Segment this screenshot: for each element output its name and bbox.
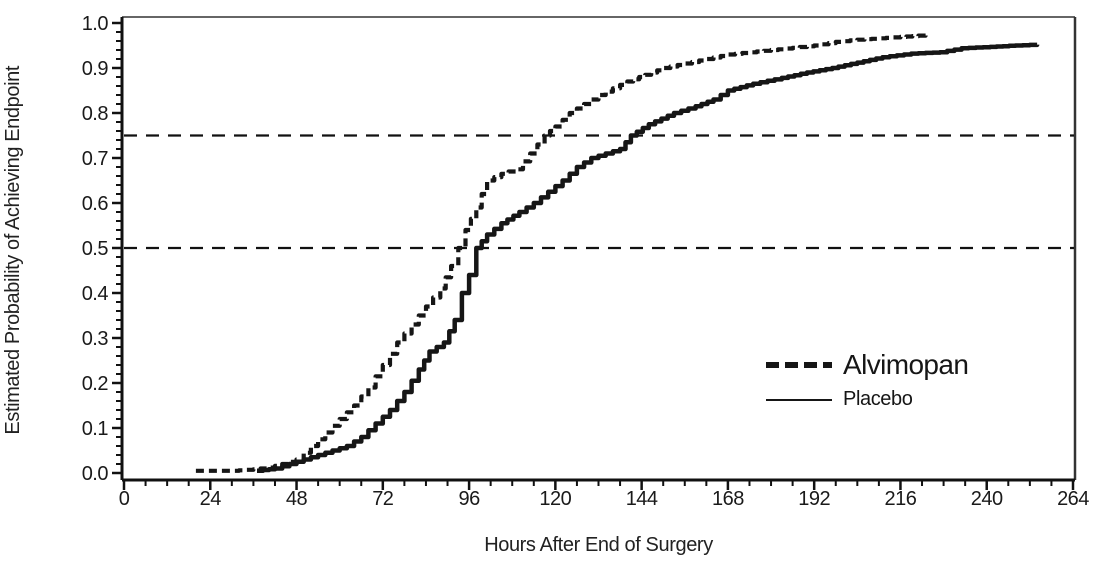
y-tick-label: 0.3 [82, 328, 109, 350]
y-tick-label: 0.9 [82, 58, 109, 80]
x-tick-label: 240 [971, 488, 1003, 510]
y-tick-label: 0.2 [82, 373, 109, 395]
x-tick-label: 192 [798, 488, 830, 510]
y-axis-title: Estimated Probability of Achieving Endpo… [2, 65, 24, 435]
legend-item-alvimopan: Alvimopan [766, 349, 969, 381]
alvimopan-curve [195, 32, 928, 473]
x-tick-label: 144 [626, 488, 658, 510]
y-axis-title-container: Estimated Probability of Achieving Endpo… [2, 0, 25, 500]
y-tick-label: 0.0 [82, 463, 109, 485]
y-tick-label: 1.0 [82, 13, 109, 35]
x-tick-label: 264 [1057, 488, 1089, 510]
placebo-curve [257, 42, 1040, 474]
x-tick-label: 0 [119, 488, 130, 510]
x-tick-label: 120 [539, 488, 571, 510]
x-tick-label: 216 [885, 488, 917, 510]
alvimopan-dashed-line-icon [766, 362, 832, 368]
x-tick-label: 48 [286, 488, 308, 510]
y-tick-label: 0.4 [82, 283, 109, 305]
x-tick-label: 24 [200, 488, 222, 510]
y-tick-label: 0.8 [82, 103, 109, 125]
x-axis-title: Hours After End of Surgery [484, 534, 713, 556]
legend-label-placebo: Placebo [843, 388, 913, 410]
legend: Alvimopan Placebo [766, 349, 969, 411]
y-tick-label: 0.5 [82, 238, 109, 260]
y-tick-label: 0.1 [82, 418, 109, 440]
x-tick-label: 168 [712, 488, 744, 510]
legend-label-alvimopan: Alvimopan [843, 349, 969, 380]
legend-item-placebo: Placebo [766, 388, 968, 411]
y-tick-label: 0.7 [82, 148, 109, 170]
x-tick-label: 72 [372, 488, 394, 510]
placebo-solid-line-icon [766, 398, 832, 401]
x-tick-label: 96 [458, 488, 480, 510]
y-tick-label: 0.6 [82, 193, 109, 215]
